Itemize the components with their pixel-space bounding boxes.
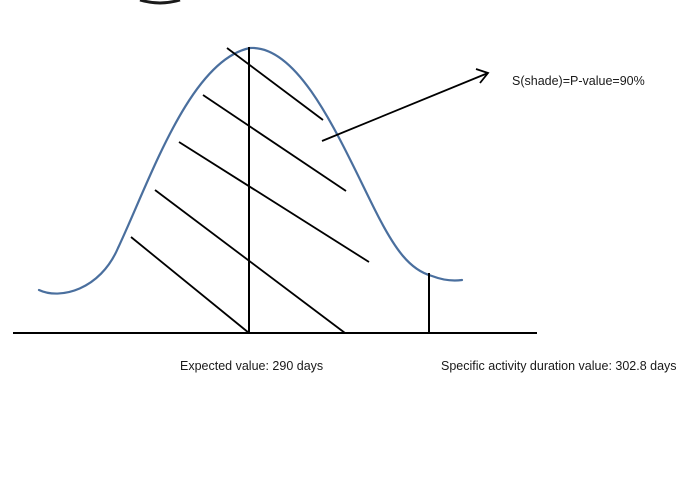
- shade-annotation-label: S(shade)=P-value=90%: [512, 74, 645, 88]
- bell-curve: [37, 46, 464, 295]
- hatch-line: [202, 94, 347, 192]
- specific-value-label: Specific activity duration value: 302.8 …: [441, 359, 677, 373]
- hatch-line: [130, 236, 250, 334]
- hatch-line: [154, 189, 346, 334]
- arrow-head: [475, 68, 490, 84]
- cropped-top-shape: [139, 0, 181, 5]
- expected-value-label: Expected value: 290 days: [180, 359, 324, 373]
- annotation-arrow: [321, 68, 490, 142]
- hatch-line: [178, 141, 370, 263]
- hatch-line: [226, 47, 324, 121]
- shade-hatching: [130, 47, 370, 334]
- arrow-shaft: [321, 72, 489, 142]
